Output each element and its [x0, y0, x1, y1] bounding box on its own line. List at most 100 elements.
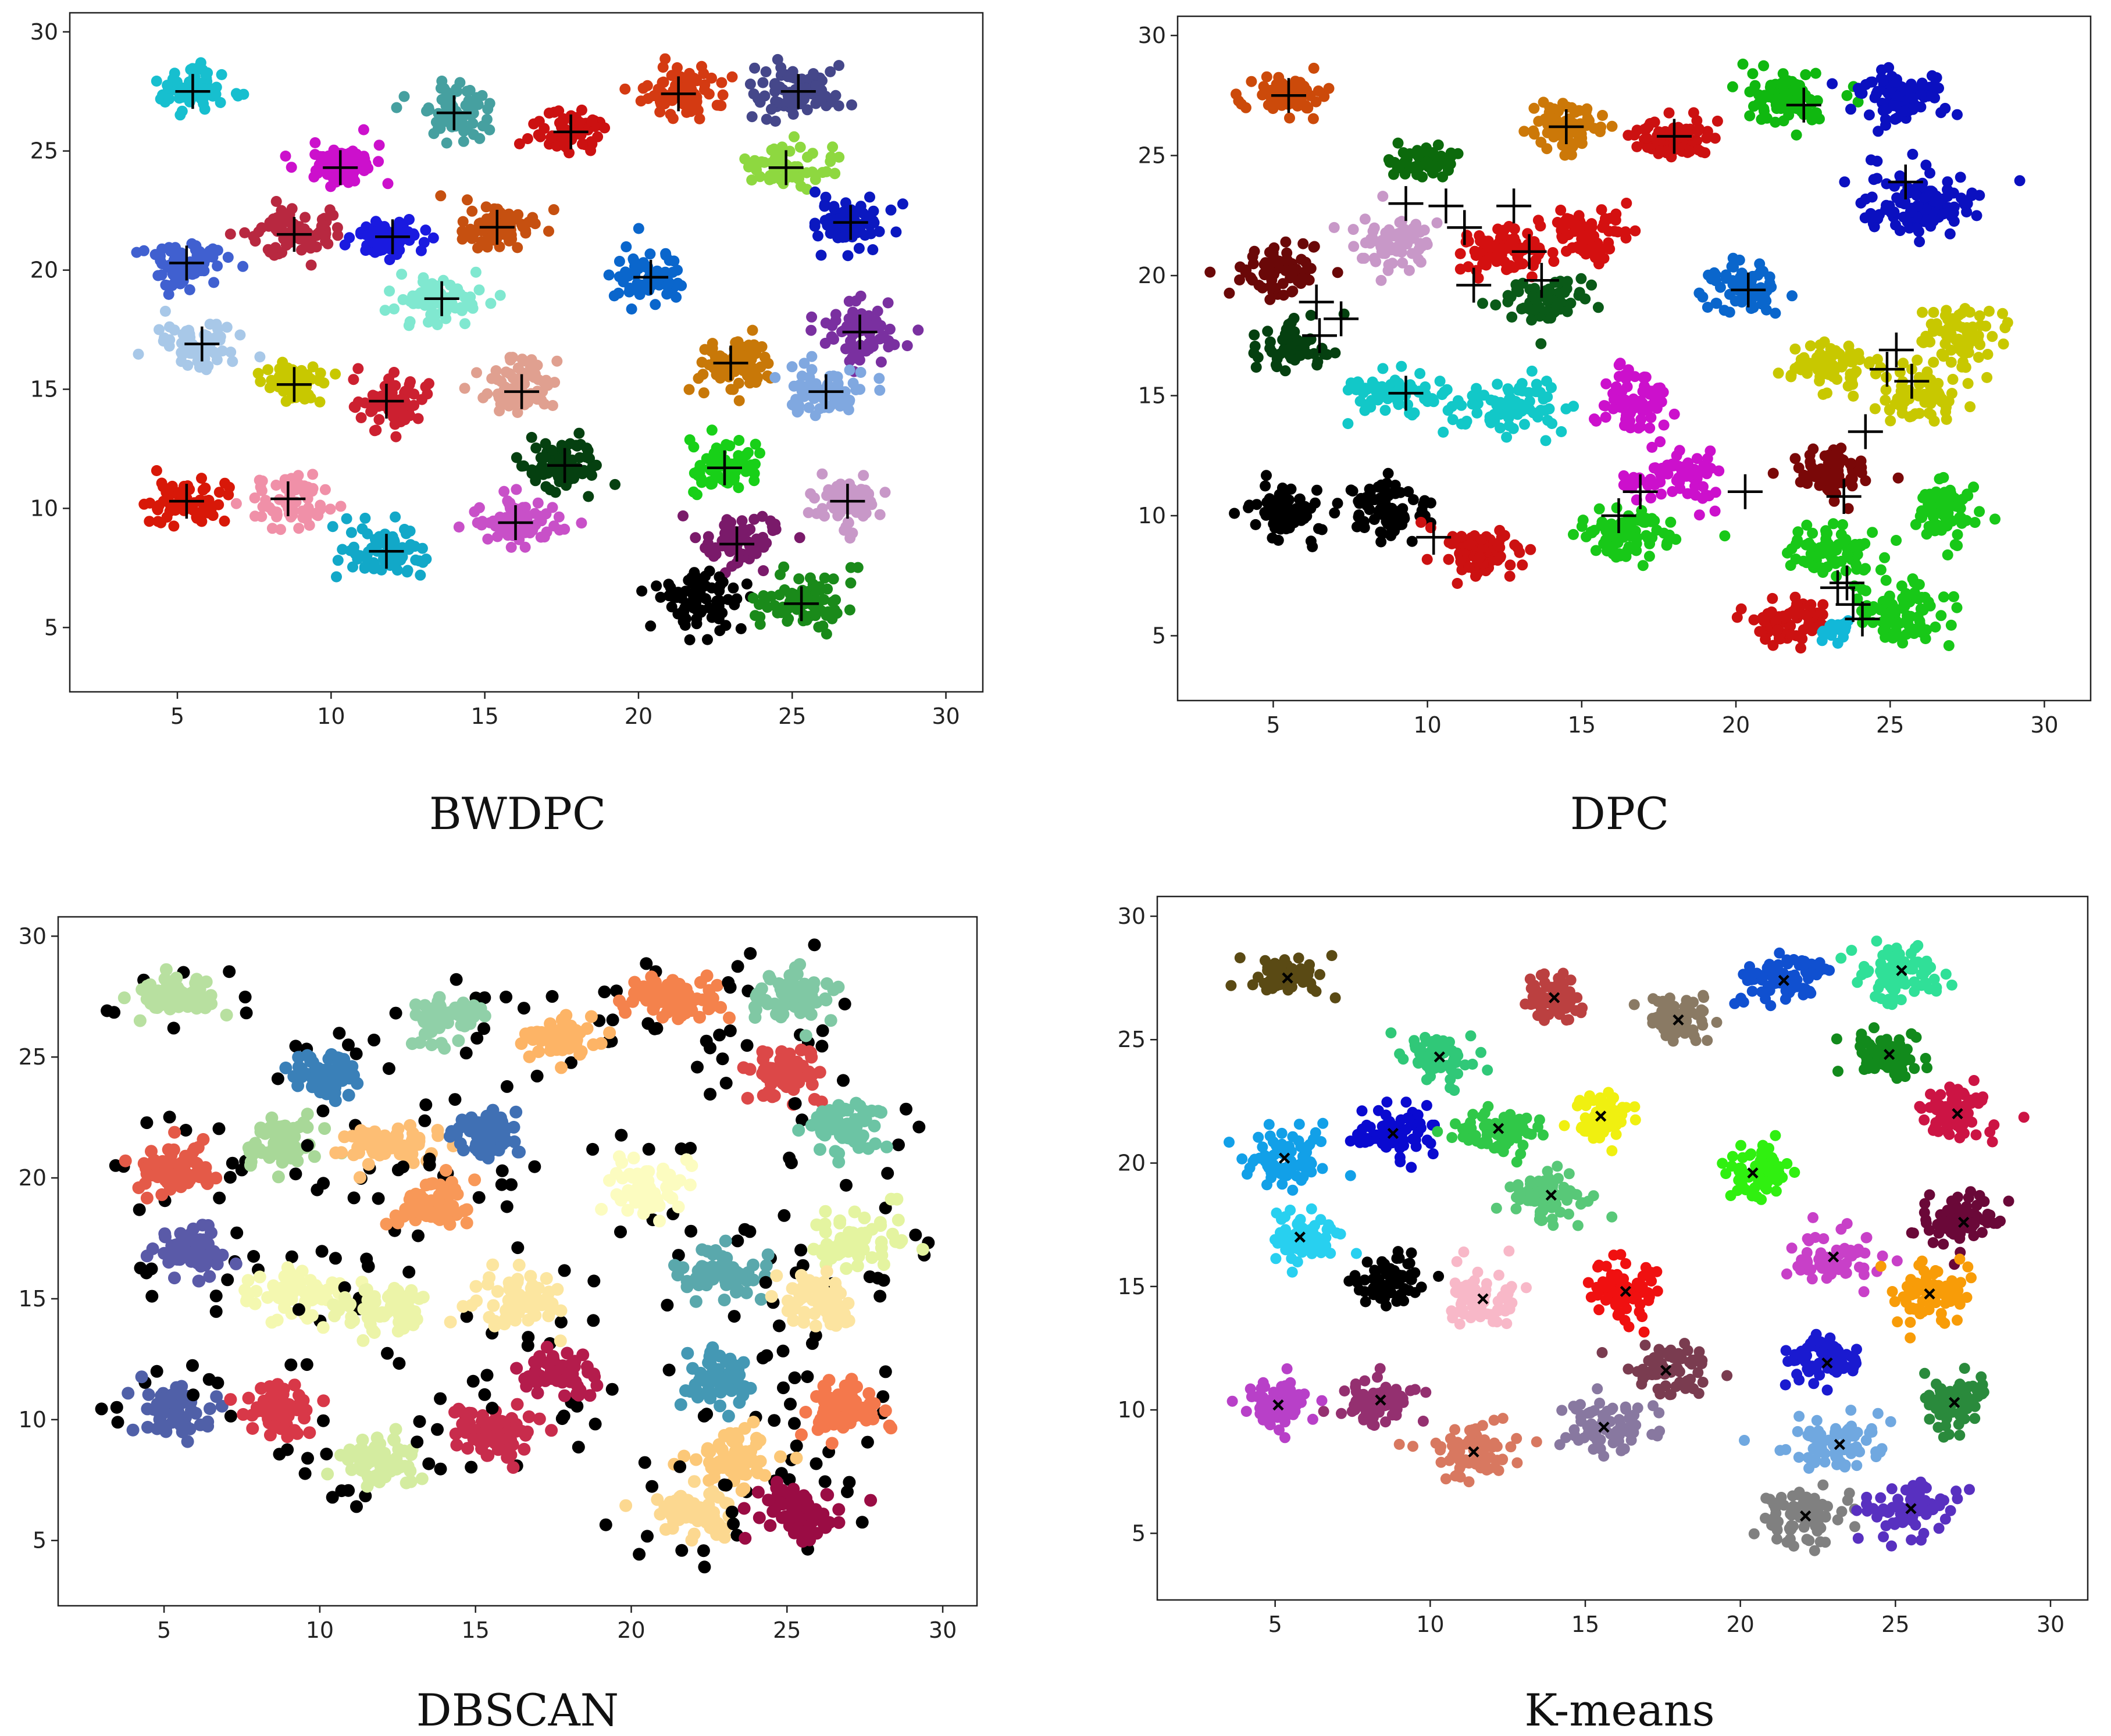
data-point: [1645, 492, 1656, 503]
data-point: [861, 345, 872, 356]
data-point: [757, 532, 768, 543]
data-point: [1943, 323, 1954, 334]
data-point: [349, 401, 360, 412]
data-point: [1629, 226, 1641, 237]
data-point: [1582, 113, 1593, 124]
data-point: [451, 84, 462, 95]
data-point: [1407, 409, 1418, 420]
data-point: [486, 373, 497, 384]
data-point: [1710, 487, 1721, 498]
data-point: [352, 363, 363, 374]
data-point: [1786, 370, 1797, 381]
data-point: [1274, 256, 1285, 267]
data-point: [457, 234, 468, 245]
data-point: [1544, 107, 1555, 118]
data-point: [830, 309, 841, 320]
data-point: [1348, 241, 1359, 252]
data-point: [546, 1023, 559, 1036]
data-point: [806, 312, 817, 323]
x-tick-label: 25: [1876, 712, 1904, 738]
data-point: [1968, 335, 1979, 346]
data-point: [525, 362, 536, 373]
data-point: [1604, 213, 1616, 224]
data-point: [133, 349, 144, 360]
data-point: [1980, 321, 1991, 332]
data-point: [1693, 288, 1705, 299]
data-point: [320, 484, 331, 495]
data-point: [711, 461, 722, 472]
data-point: [1541, 376, 1552, 387]
data-point: [544, 108, 555, 119]
data-point: [1638, 560, 1649, 571]
data-point: [1964, 401, 1976, 412]
data-point: [864, 192, 875, 203]
data-point: [818, 594, 829, 605]
data-point: [225, 347, 236, 358]
data-point: [1258, 81, 1270, 92]
data-point: [1800, 69, 1811, 80]
data-point: [719, 520, 730, 531]
data-point: [1864, 356, 1875, 367]
data-point: [718, 577, 729, 588]
data-point: [1542, 415, 1553, 426]
data-point: [499, 523, 510, 534]
data-point: [484, 98, 495, 109]
data-point: [1818, 389, 1829, 400]
data-point: [843, 230, 854, 241]
data-point: [1506, 312, 1517, 323]
data-point: [736, 623, 747, 634]
noise-point: [518, 1002, 530, 1015]
data-point: [304, 520, 315, 531]
data-point: [488, 516, 499, 527]
data-point: [1955, 172, 1966, 183]
noise-point: [546, 990, 559, 1003]
data-point: [1804, 358, 1815, 369]
data-point: [1802, 610, 1813, 621]
data-point: [380, 241, 391, 252]
data-point: [391, 102, 402, 113]
data-point: [1594, 503, 1605, 515]
data-point: [190, 973, 203, 985]
data-point: [297, 506, 308, 517]
data-point: [1786, 290, 1798, 301]
data-point: [154, 324, 165, 335]
data-point: [1705, 445, 1716, 456]
data-point: [1321, 349, 1332, 360]
data-point: [1542, 294, 1553, 305]
data-point: [1843, 341, 1855, 352]
data-point: [1415, 517, 1427, 528]
data-point: [1342, 418, 1353, 429]
data-point: [727, 72, 738, 83]
x-tick-label: 15: [462, 1617, 490, 1643]
data-point: [1456, 531, 1467, 542]
data-point: [1311, 359, 1322, 370]
data-point: [1941, 305, 1952, 316]
data-point: [1912, 223, 1923, 234]
data-point: [1957, 356, 1969, 367]
data-point: [1744, 110, 1755, 122]
data-point: [435, 190, 446, 201]
data-point: [1669, 409, 1680, 420]
data-point: [830, 594, 841, 605]
data-point: [855, 367, 866, 378]
data-point: [1741, 277, 1752, 288]
data-point: [614, 256, 625, 267]
data-point: [1907, 573, 1919, 584]
data-point: [1427, 393, 1438, 404]
data-point: [192, 250, 203, 261]
data-point: [1850, 559, 1862, 570]
data-point: [147, 993, 159, 1006]
data-point: [793, 573, 804, 584]
data-point: [816, 250, 827, 261]
data-point: [1597, 110, 1608, 121]
data-point: [574, 118, 585, 129]
data-point: [162, 80, 173, 91]
data-point: [650, 299, 661, 310]
data-point: [420, 381, 431, 392]
data-point: [1791, 130, 1802, 141]
data-point: [1299, 502, 1310, 513]
data-point: [1792, 526, 1803, 537]
data-point: [420, 278, 431, 290]
